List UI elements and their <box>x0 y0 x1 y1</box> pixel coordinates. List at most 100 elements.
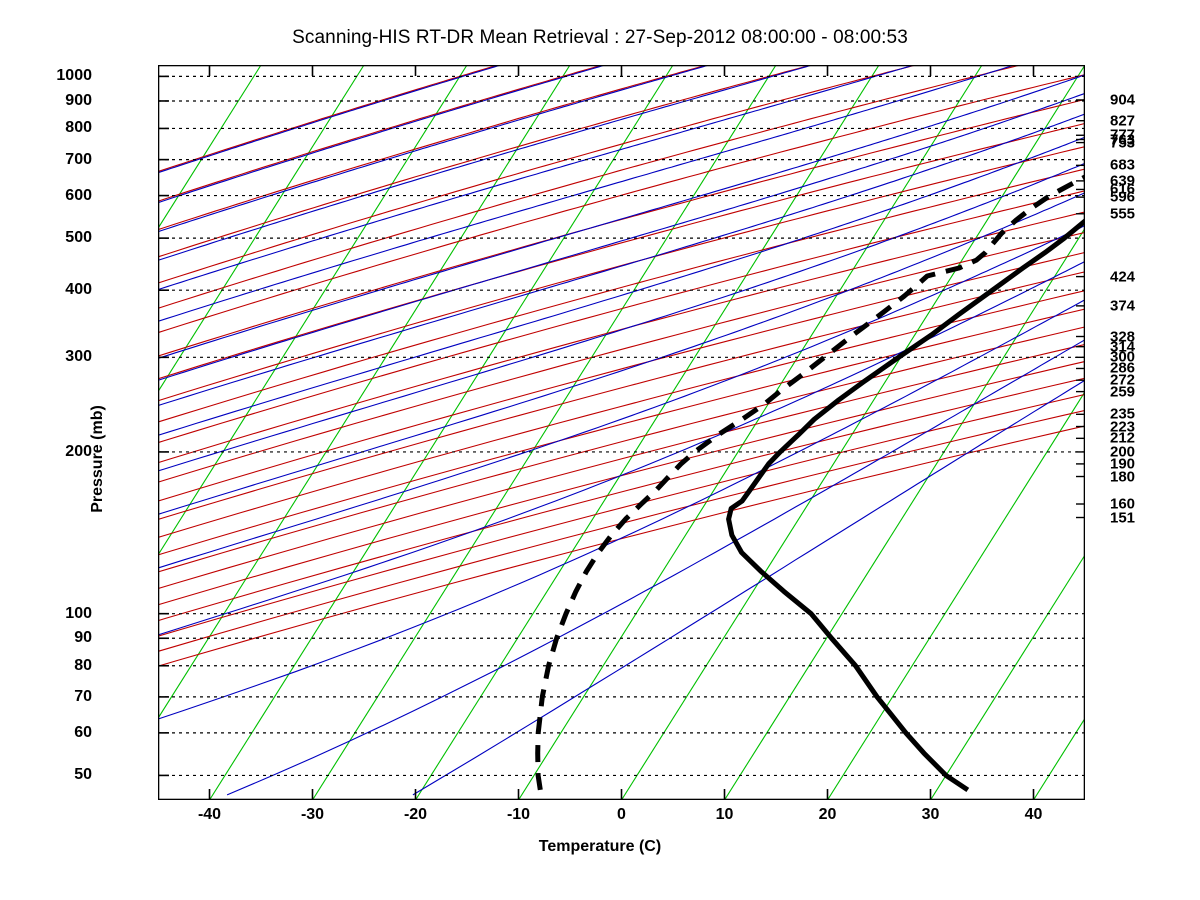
moist-adiabat-line <box>158 65 1015 322</box>
retrieval-level-label: 223 <box>1110 418 1136 436</box>
dry-adiabat-line <box>158 326 1085 573</box>
dry-adiabat-line <box>158 65 812 258</box>
dry-adiabat-line <box>158 65 603 202</box>
plot-area <box>158 65 1085 800</box>
retrieval-level-label: 190 <box>1110 455 1136 473</box>
isotherm-line <box>724 227 1085 800</box>
retrieval-level-label: 314 <box>1110 338 1136 356</box>
y-tick-label: 700 <box>65 150 92 168</box>
x-tick-label: 30 <box>921 806 940 823</box>
isotherm-line <box>518 65 983 800</box>
moist-adiabat-line <box>158 65 606 204</box>
moist-adiabat-line <box>158 192 1085 515</box>
isotherm-line <box>209 65 674 800</box>
dry-adiabat-line <box>158 409 1085 652</box>
moist-adiabat-line <box>158 74 1085 359</box>
dry-adiabat-line <box>158 98 1085 357</box>
moist-adiabat-line <box>158 136 1085 436</box>
retrieval-level-label: 151 <box>1110 509 1136 526</box>
dry-adiabat-line <box>158 65 707 231</box>
x-tick-label: 10 <box>715 806 734 823</box>
isotherm-line <box>312 65 777 800</box>
dry-adiabat-line <box>158 271 1085 521</box>
isotherm-line <box>415 65 880 800</box>
temperature-profile-line <box>726 217 1085 792</box>
moist-adiabat-line <box>158 299 1085 720</box>
background-isopleths <box>158 65 1085 800</box>
dry-adiabat-line <box>158 122 1085 380</box>
isotherm-line <box>158 65 262 230</box>
retrieval-level-label: 616 <box>1110 180 1136 198</box>
moist-adiabat-line <box>158 113 1085 407</box>
plot-frame <box>158 65 1085 800</box>
retrieval-level-label: 753 <box>1110 134 1136 152</box>
dry-adiabat-line <box>158 290 1085 538</box>
retrieval-level-label: 286 <box>1110 359 1136 377</box>
retrieval-level-label: 235 <box>1110 405 1136 423</box>
x-tick-label: -30 <box>300 806 325 823</box>
dewpoint-profile <box>535 174 1085 791</box>
moist-adiabat-line <box>412 379 1085 796</box>
dry-adiabat-line <box>158 377 1085 622</box>
moist-adiabat-line <box>158 162 1085 472</box>
moist-adiabat-line <box>158 65 501 174</box>
retrieval-level-label: 683 <box>1110 156 1136 174</box>
y-tick-label: 500 <box>65 229 92 247</box>
retrieval-level-label: 424 <box>1110 268 1136 286</box>
y-tick-label: 400 <box>65 281 92 299</box>
y-tick-label: 100 <box>65 604 92 622</box>
retrieval-level-label: 200 <box>1110 443 1136 461</box>
dry-adiabat-line <box>158 211 1085 464</box>
moist-adiabat-line <box>158 65 813 261</box>
retrieval-level-label: 827 <box>1110 112 1136 130</box>
dry-adiabat-line <box>158 168 1085 423</box>
plot-svg <box>158 65 1085 800</box>
y-tick-label: 50 <box>74 766 92 784</box>
y-tick-label: 60 <box>74 723 92 741</box>
retrieval-level-label: 180 <box>1110 468 1136 486</box>
isotherm-line <box>621 65 1085 800</box>
y-tick-label: 90 <box>74 629 92 647</box>
y-tick-label: 900 <box>65 91 92 109</box>
retrieval-level-label: 555 <box>1110 205 1136 223</box>
isotherm-line <box>930 553 1085 800</box>
dry-adiabat-line <box>158 360 1085 606</box>
y-tick-label: 80 <box>74 656 92 674</box>
retrieval-level-label: 639 <box>1110 172 1136 190</box>
dry-adiabat-line <box>158 251 1085 502</box>
x-tick-label: 20 <box>818 806 837 823</box>
dewpoint-profile-line <box>535 174 1085 791</box>
dry-adiabat-line <box>158 65 916 284</box>
retrieval-level-label: 272 <box>1110 371 1136 389</box>
retrieval-level-label: 160 <box>1110 495 1136 513</box>
moist-adiabat-line <box>158 224 1085 569</box>
retrieval-level-label: 374 <box>1110 297 1136 315</box>
dry-adiabat-line <box>158 308 1085 556</box>
dry-adiabat-line <box>158 65 1021 309</box>
dry-adiabat-line <box>158 393 1085 637</box>
retrieval-level-label: 596 <box>1110 188 1136 206</box>
x-axis-title: Temperature (C) <box>538 838 662 855</box>
moist-adiabat-line <box>226 339 1085 796</box>
dry-adiabat-line <box>158 343 1085 590</box>
isotherm-line <box>158 65 571 720</box>
y-tick-label: 300 <box>65 348 92 366</box>
dry-adiabat-line <box>158 146 1085 402</box>
x-tick-label: 0 <box>617 806 626 823</box>
y-tick-label: 800 <box>65 119 92 137</box>
x-tick-label: -40 <box>197 806 222 823</box>
isotherm-line <box>827 390 1085 800</box>
retrieval-level-label: 777 <box>1110 126 1136 144</box>
dry-adiabat-line <box>158 425 1085 667</box>
retrieval-level-label: 212 <box>1110 429 1136 447</box>
chart-title: Scanning-HIS RT-DR Mean Retrieval : 27-S… <box>292 27 908 48</box>
y-tick-label: 70 <box>74 687 92 705</box>
dry-adiabat-line <box>158 74 1085 334</box>
retrieval-level-label: 763 <box>1110 131 1136 148</box>
moist-adiabat-line <box>158 260 1085 636</box>
y-tick-label: 600 <box>65 186 92 204</box>
dry-adiabat-line <box>158 65 498 173</box>
moist-adiabat-line <box>158 65 710 233</box>
temperature-profile <box>726 217 1085 792</box>
